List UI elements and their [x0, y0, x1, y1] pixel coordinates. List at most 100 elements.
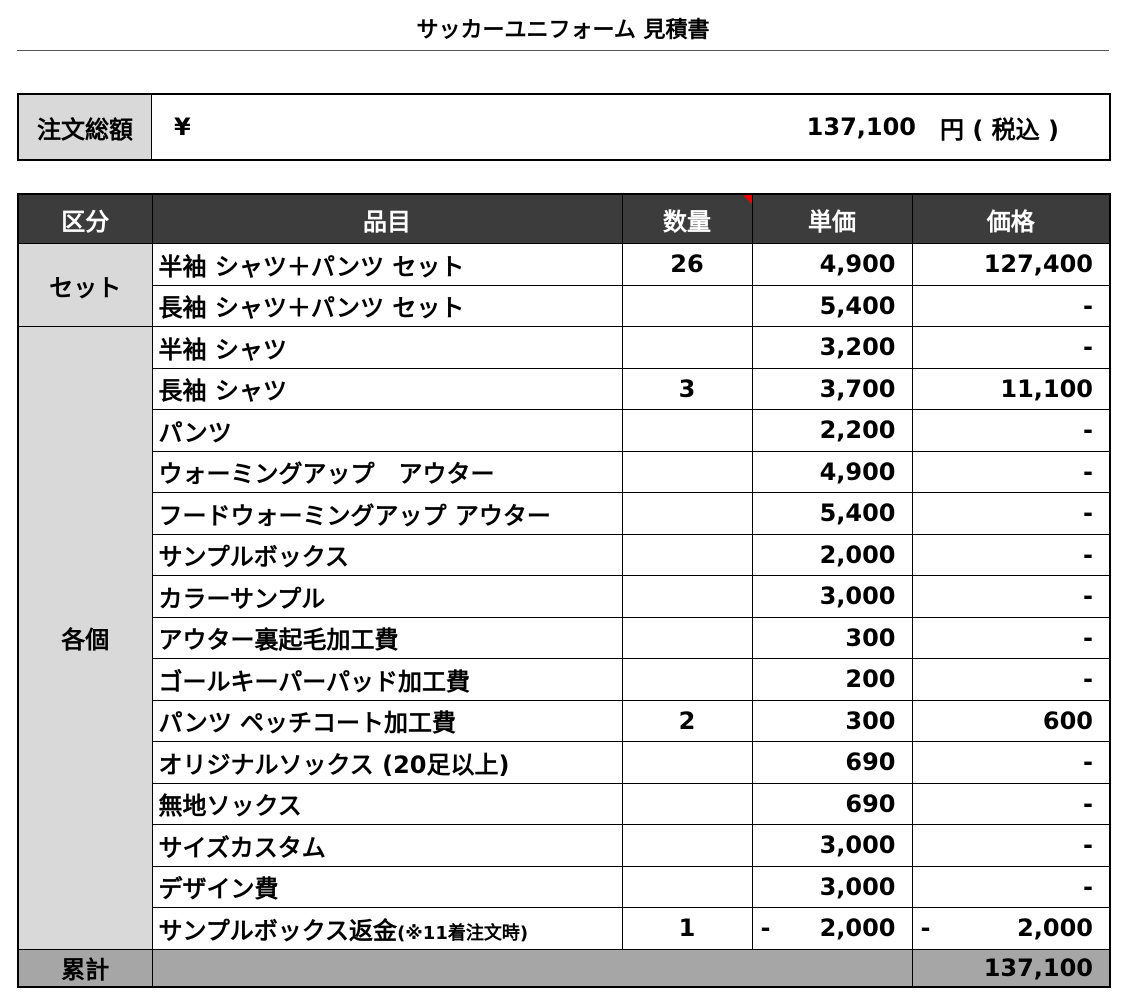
price-value: 127,400 [983, 250, 1093, 279]
header-row: 区分 品目 数量 単価 価格 [17, 193, 1111, 244]
item-name: デザイン費 [151, 865, 623, 908]
item-unit: 3,000 [751, 575, 913, 618]
price-value: - [1083, 499, 1093, 528]
item-price: - 2,000 [911, 907, 1111, 950]
unit-value: 2,000 [819, 914, 896, 943]
summary-label: 注文総額 [19, 95, 152, 159]
item-qty [621, 326, 753, 369]
item-name-text: 無地ソックス [158, 792, 302, 821]
price-value: - [1083, 416, 1093, 445]
item-price: - [911, 409, 1111, 452]
item-row: カラーサンプル 3,000 - [18, 575, 1111, 618]
price-value: - [1083, 872, 1093, 901]
item-price: - [911, 658, 1111, 701]
unit-value: 300 [845, 706, 896, 735]
item-row: サンプルボックス 2,000 - [18, 533, 1111, 576]
item-price: - [911, 492, 1111, 535]
item-name-text: サンプルボックス [158, 543, 350, 572]
item-name: パンツ [151, 409, 623, 452]
item-qty [621, 533, 753, 576]
summary-box: 注文総額 ¥ 137,100 円 ( 税込 ) [17, 93, 1111, 161]
unit-value: 3,000 [819, 582, 896, 611]
item-unit: 200 [751, 658, 913, 701]
item-price: - [911, 284, 1111, 327]
unit-value: 5,400 [819, 499, 896, 528]
item-note: (※11着注文時) [397, 922, 529, 944]
item-qty [621, 658, 753, 701]
unit-sign: - [760, 914, 771, 943]
item-qty [621, 492, 753, 535]
price-value: - [1083, 748, 1093, 777]
item-row: ウォーミングアップ アウター 4,900 - [18, 450, 1111, 493]
item-name: 半袖 シャツ [151, 326, 623, 369]
unit-value: 4,900 [819, 457, 896, 486]
item-unit: 3,000 [751, 865, 913, 908]
unit-value: 690 [845, 748, 896, 777]
item-price: - [911, 741, 1111, 784]
header-cell: 区分 [17, 193, 153, 244]
unit-value: 200 [845, 665, 896, 694]
unit-value: 5,400 [819, 291, 896, 320]
header-cell: 価格 [911, 193, 1111, 244]
item-row: デザイン費 3,000 - [18, 865, 1111, 908]
summary-suffix: 円 ( 税込 ) [939, 115, 1059, 144]
price-sign: - [920, 914, 931, 943]
unit-value: 4,900 [819, 250, 896, 279]
item-name-text: オリジナルソックス (20足以上) [158, 750, 510, 779]
item-price: - [911, 575, 1111, 618]
item-unit: 2,200 [751, 409, 913, 452]
item-name: フードウォーミングアップ アウター [151, 492, 623, 535]
item-price: - [911, 824, 1111, 867]
item-row: 長袖 シャツ 3 3,700 11,100 [18, 367, 1111, 410]
item-name: 無地ソックス [151, 782, 623, 825]
item-name: 長袖 シャツ＋パンツ セット [151, 284, 623, 327]
item-price: - [911, 616, 1111, 659]
item-price: - [911, 865, 1111, 908]
price-value: 11,100 [1000, 374, 1093, 403]
item-name-text: ウォーミングアップ アウター [158, 460, 495, 489]
item-row: オリジナルソックス (20足以上) 690 - [18, 741, 1111, 784]
item-name-text: 半袖 シャツ [158, 335, 287, 364]
footer-row: 累計 137,100 [17, 948, 1111, 987]
item-unit: 5,400 [751, 284, 913, 327]
item-row: フードウォーミングアップ アウター 5,400 - [18, 492, 1111, 535]
price-value: 600 [1042, 706, 1093, 735]
item-price: - [911, 782, 1111, 825]
item-unit: 690 [751, 782, 913, 825]
item-row: 各個 半袖 シャツ 3,200 - [17, 326, 1111, 950]
item-row: アウター裏起毛加工費 300 - [18, 616, 1111, 659]
item-qty: 2 [621, 699, 753, 742]
item-name: サイズカスタム [151, 824, 623, 867]
summary-currency: ¥ [174, 113, 191, 141]
item-name: 半袖 シャツ＋パンツ セット [151, 243, 623, 286]
item-name: ゴールキーパーパッド加工費 [151, 658, 623, 701]
item-price: - [911, 450, 1111, 493]
item-qty [621, 824, 753, 867]
price-value: - [1083, 623, 1093, 652]
item-name: カラーサンプル [151, 575, 623, 618]
price-value: - [1083, 831, 1093, 860]
item-name-text: 半袖 シャツ＋パンツ セット [158, 252, 465, 281]
item-unit: 5,400 [751, 492, 913, 535]
item-name-text: パンツ ペッチコート加工費 [158, 709, 457, 738]
footer-blank [151, 948, 913, 987]
item-price: 600 [911, 699, 1111, 742]
item-name: ウォーミングアップ アウター [151, 450, 623, 493]
item-unit: 3,200 [751, 326, 913, 369]
unit-value: 3,000 [819, 872, 896, 901]
item-qty [621, 616, 753, 659]
summary-amount: 137,100 [806, 113, 916, 141]
item-qty [621, 575, 753, 618]
item-name-text: サイズカスタム [158, 833, 326, 862]
group-cell: セット [17, 243, 153, 327]
footer-label: 累計 [17, 948, 153, 987]
item-name: サンプルボックス [151, 533, 623, 576]
item-price: 127,400 [911, 243, 1111, 286]
comment-marker [742, 195, 751, 204]
item-row: サイズカスタム 3,000 - [18, 824, 1111, 867]
item-name-text: デザイン費 [158, 875, 279, 904]
estimate-table: 区分 品目 数量 単価 価格 セット 半袖 シャツ＋パンツ セット 26 4,900 127,4… [17, 193, 1111, 988]
item-name: パンツ ペッチコート加工費 [151, 699, 623, 742]
item-qty [621, 865, 753, 908]
